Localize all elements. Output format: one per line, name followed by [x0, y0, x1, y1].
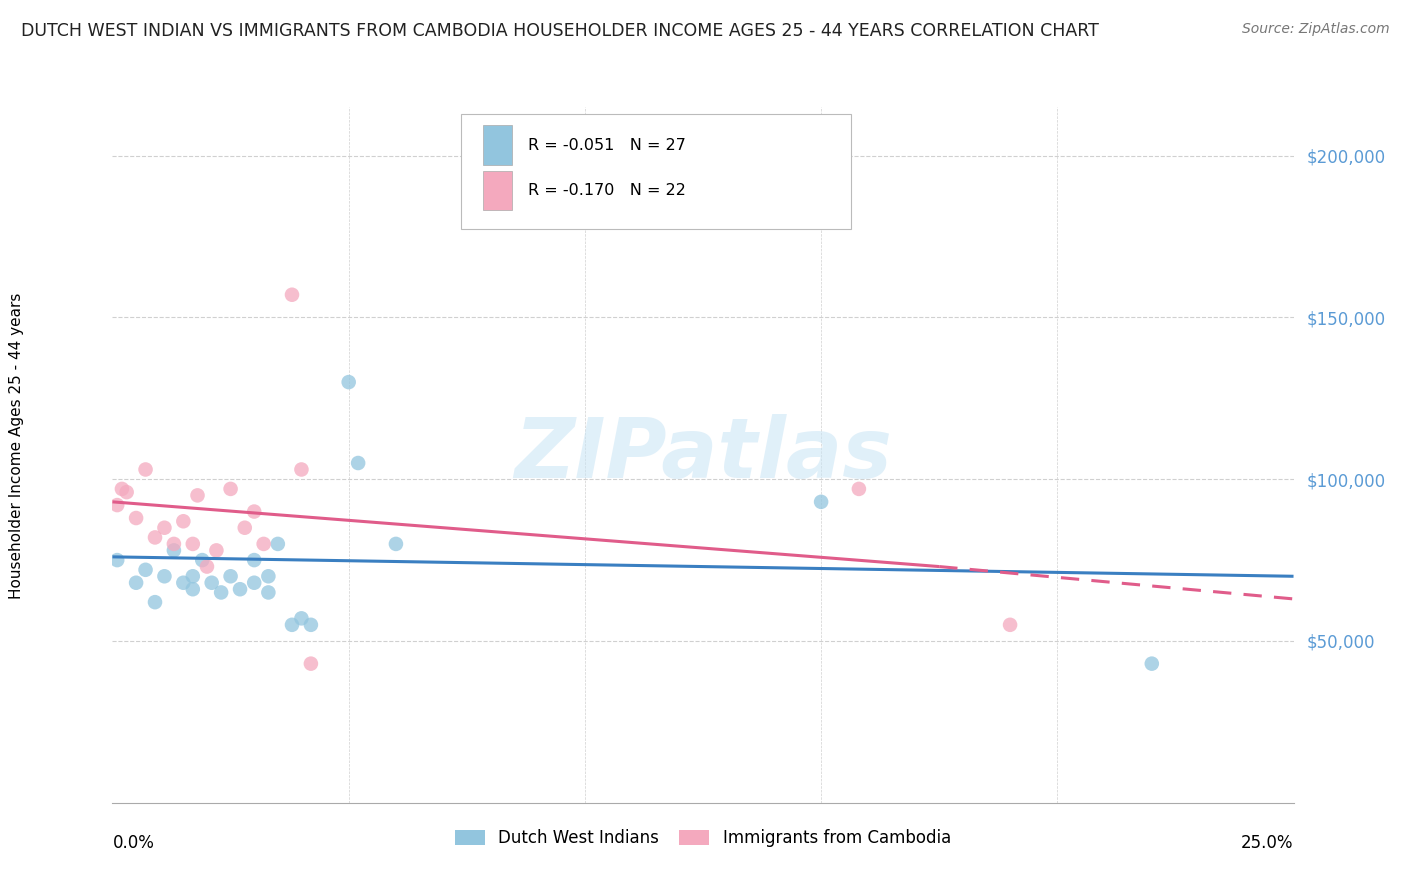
Point — [163, 537, 186, 551]
Point — [290, 611, 312, 625]
Point — [243, 553, 266, 567]
Point — [195, 559, 218, 574]
Point — [201, 575, 224, 590]
Point — [257, 569, 280, 583]
Point — [219, 569, 242, 583]
FancyBboxPatch shape — [484, 170, 512, 211]
FancyBboxPatch shape — [461, 114, 851, 229]
Point — [281, 617, 304, 632]
Point — [153, 569, 176, 583]
Point — [209, 585, 232, 599]
Point — [848, 482, 870, 496]
FancyBboxPatch shape — [484, 126, 512, 165]
Point — [347, 456, 370, 470]
Point — [219, 482, 242, 496]
Point — [153, 521, 176, 535]
Point — [810, 495, 832, 509]
Point — [229, 582, 252, 597]
Point — [299, 657, 322, 671]
Point — [299, 617, 322, 632]
Point — [143, 531, 166, 545]
Point — [253, 537, 276, 551]
Text: 25.0%: 25.0% — [1241, 834, 1294, 852]
Point — [172, 514, 194, 528]
Point — [143, 595, 166, 609]
Text: DUTCH WEST INDIAN VS IMMIGRANTS FROM CAMBODIA HOUSEHOLDER INCOME AGES 25 - 44 YE: DUTCH WEST INDIAN VS IMMIGRANTS FROM CAM… — [21, 22, 1099, 40]
Point — [105, 498, 128, 512]
Point — [281, 287, 304, 301]
Point — [115, 485, 138, 500]
Point — [135, 462, 157, 476]
Point — [205, 543, 228, 558]
Point — [290, 462, 312, 476]
Point — [998, 617, 1021, 632]
Text: 0.0%: 0.0% — [112, 834, 155, 852]
Point — [267, 537, 290, 551]
Point — [172, 575, 194, 590]
Point — [111, 482, 134, 496]
Point — [233, 521, 256, 535]
Point — [125, 575, 148, 590]
Point — [163, 543, 186, 558]
Text: Householder Income Ages 25 - 44 years: Householder Income Ages 25 - 44 years — [10, 293, 24, 599]
Point — [125, 511, 148, 525]
Text: ZIPatlas: ZIPatlas — [515, 415, 891, 495]
Point — [181, 582, 204, 597]
Point — [181, 569, 204, 583]
Point — [243, 504, 266, 518]
Point — [105, 553, 128, 567]
Point — [186, 488, 208, 502]
Text: Source: ZipAtlas.com: Source: ZipAtlas.com — [1241, 22, 1389, 37]
Point — [385, 537, 408, 551]
Point — [337, 375, 360, 389]
Point — [243, 575, 266, 590]
Legend: Dutch West Indians, Immigrants from Cambodia: Dutch West Indians, Immigrants from Camb… — [449, 822, 957, 854]
Point — [257, 585, 280, 599]
Point — [135, 563, 157, 577]
Text: R = -0.170   N = 22: R = -0.170 N = 22 — [529, 183, 686, 198]
Text: R = -0.051   N = 27: R = -0.051 N = 27 — [529, 137, 686, 153]
Point — [1140, 657, 1163, 671]
Point — [181, 537, 204, 551]
Point — [191, 553, 214, 567]
